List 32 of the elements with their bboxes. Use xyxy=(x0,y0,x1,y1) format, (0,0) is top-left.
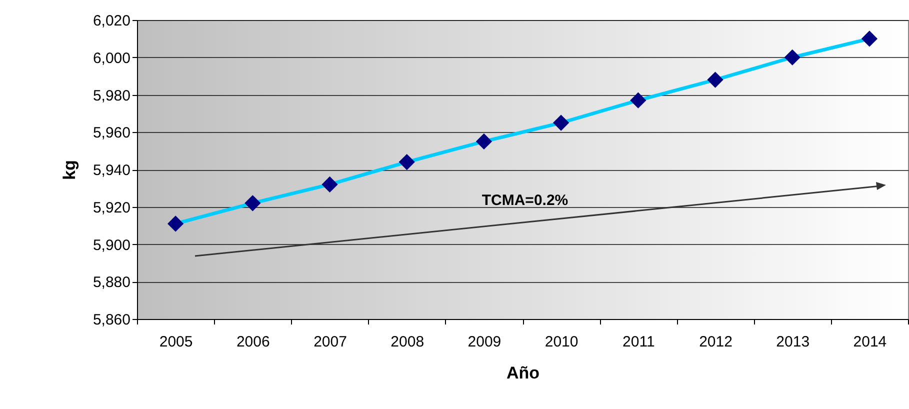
x-tick-label: 2009 xyxy=(468,334,502,350)
x-tick-label: 2008 xyxy=(390,334,424,350)
y-tick-label: 5,880 xyxy=(92,274,130,292)
x-tick-label: 2011 xyxy=(622,334,655,350)
point xyxy=(167,216,184,232)
x-tick-label: 2010 xyxy=(544,334,578,350)
y-tick-label: 5,900 xyxy=(92,236,130,254)
x-tick-label: 2012 xyxy=(699,334,732,350)
y-tick-label: 5,860 xyxy=(92,312,130,328)
y-tick-label: 5,940 xyxy=(92,162,130,179)
x-axis-title: Año xyxy=(506,364,540,382)
y-tick-label: 5,960 xyxy=(92,124,130,142)
point xyxy=(322,176,338,193)
annotation: TCMA=0.2% xyxy=(482,192,568,209)
x-tick-label: 2007 xyxy=(314,334,347,350)
point xyxy=(244,195,261,212)
y-tick-label: 6,000 xyxy=(92,50,130,67)
point xyxy=(784,49,800,66)
point xyxy=(398,154,415,170)
y-axis-title: kg xyxy=(60,160,79,180)
y-tick-label: 5,920 xyxy=(92,199,130,216)
point xyxy=(630,92,646,108)
y-tick-label: 5,980 xyxy=(92,87,130,104)
point xyxy=(861,30,878,47)
point xyxy=(707,72,724,88)
x-tick-label: 2006 xyxy=(236,334,270,350)
x-tick-label: 2014 xyxy=(853,334,887,350)
x-tick-label: 2005 xyxy=(159,334,193,350)
y-tick-label: 6,020 xyxy=(92,12,130,30)
point xyxy=(552,114,570,131)
point xyxy=(476,133,492,150)
x-tick-label: 2013 xyxy=(776,334,810,350)
